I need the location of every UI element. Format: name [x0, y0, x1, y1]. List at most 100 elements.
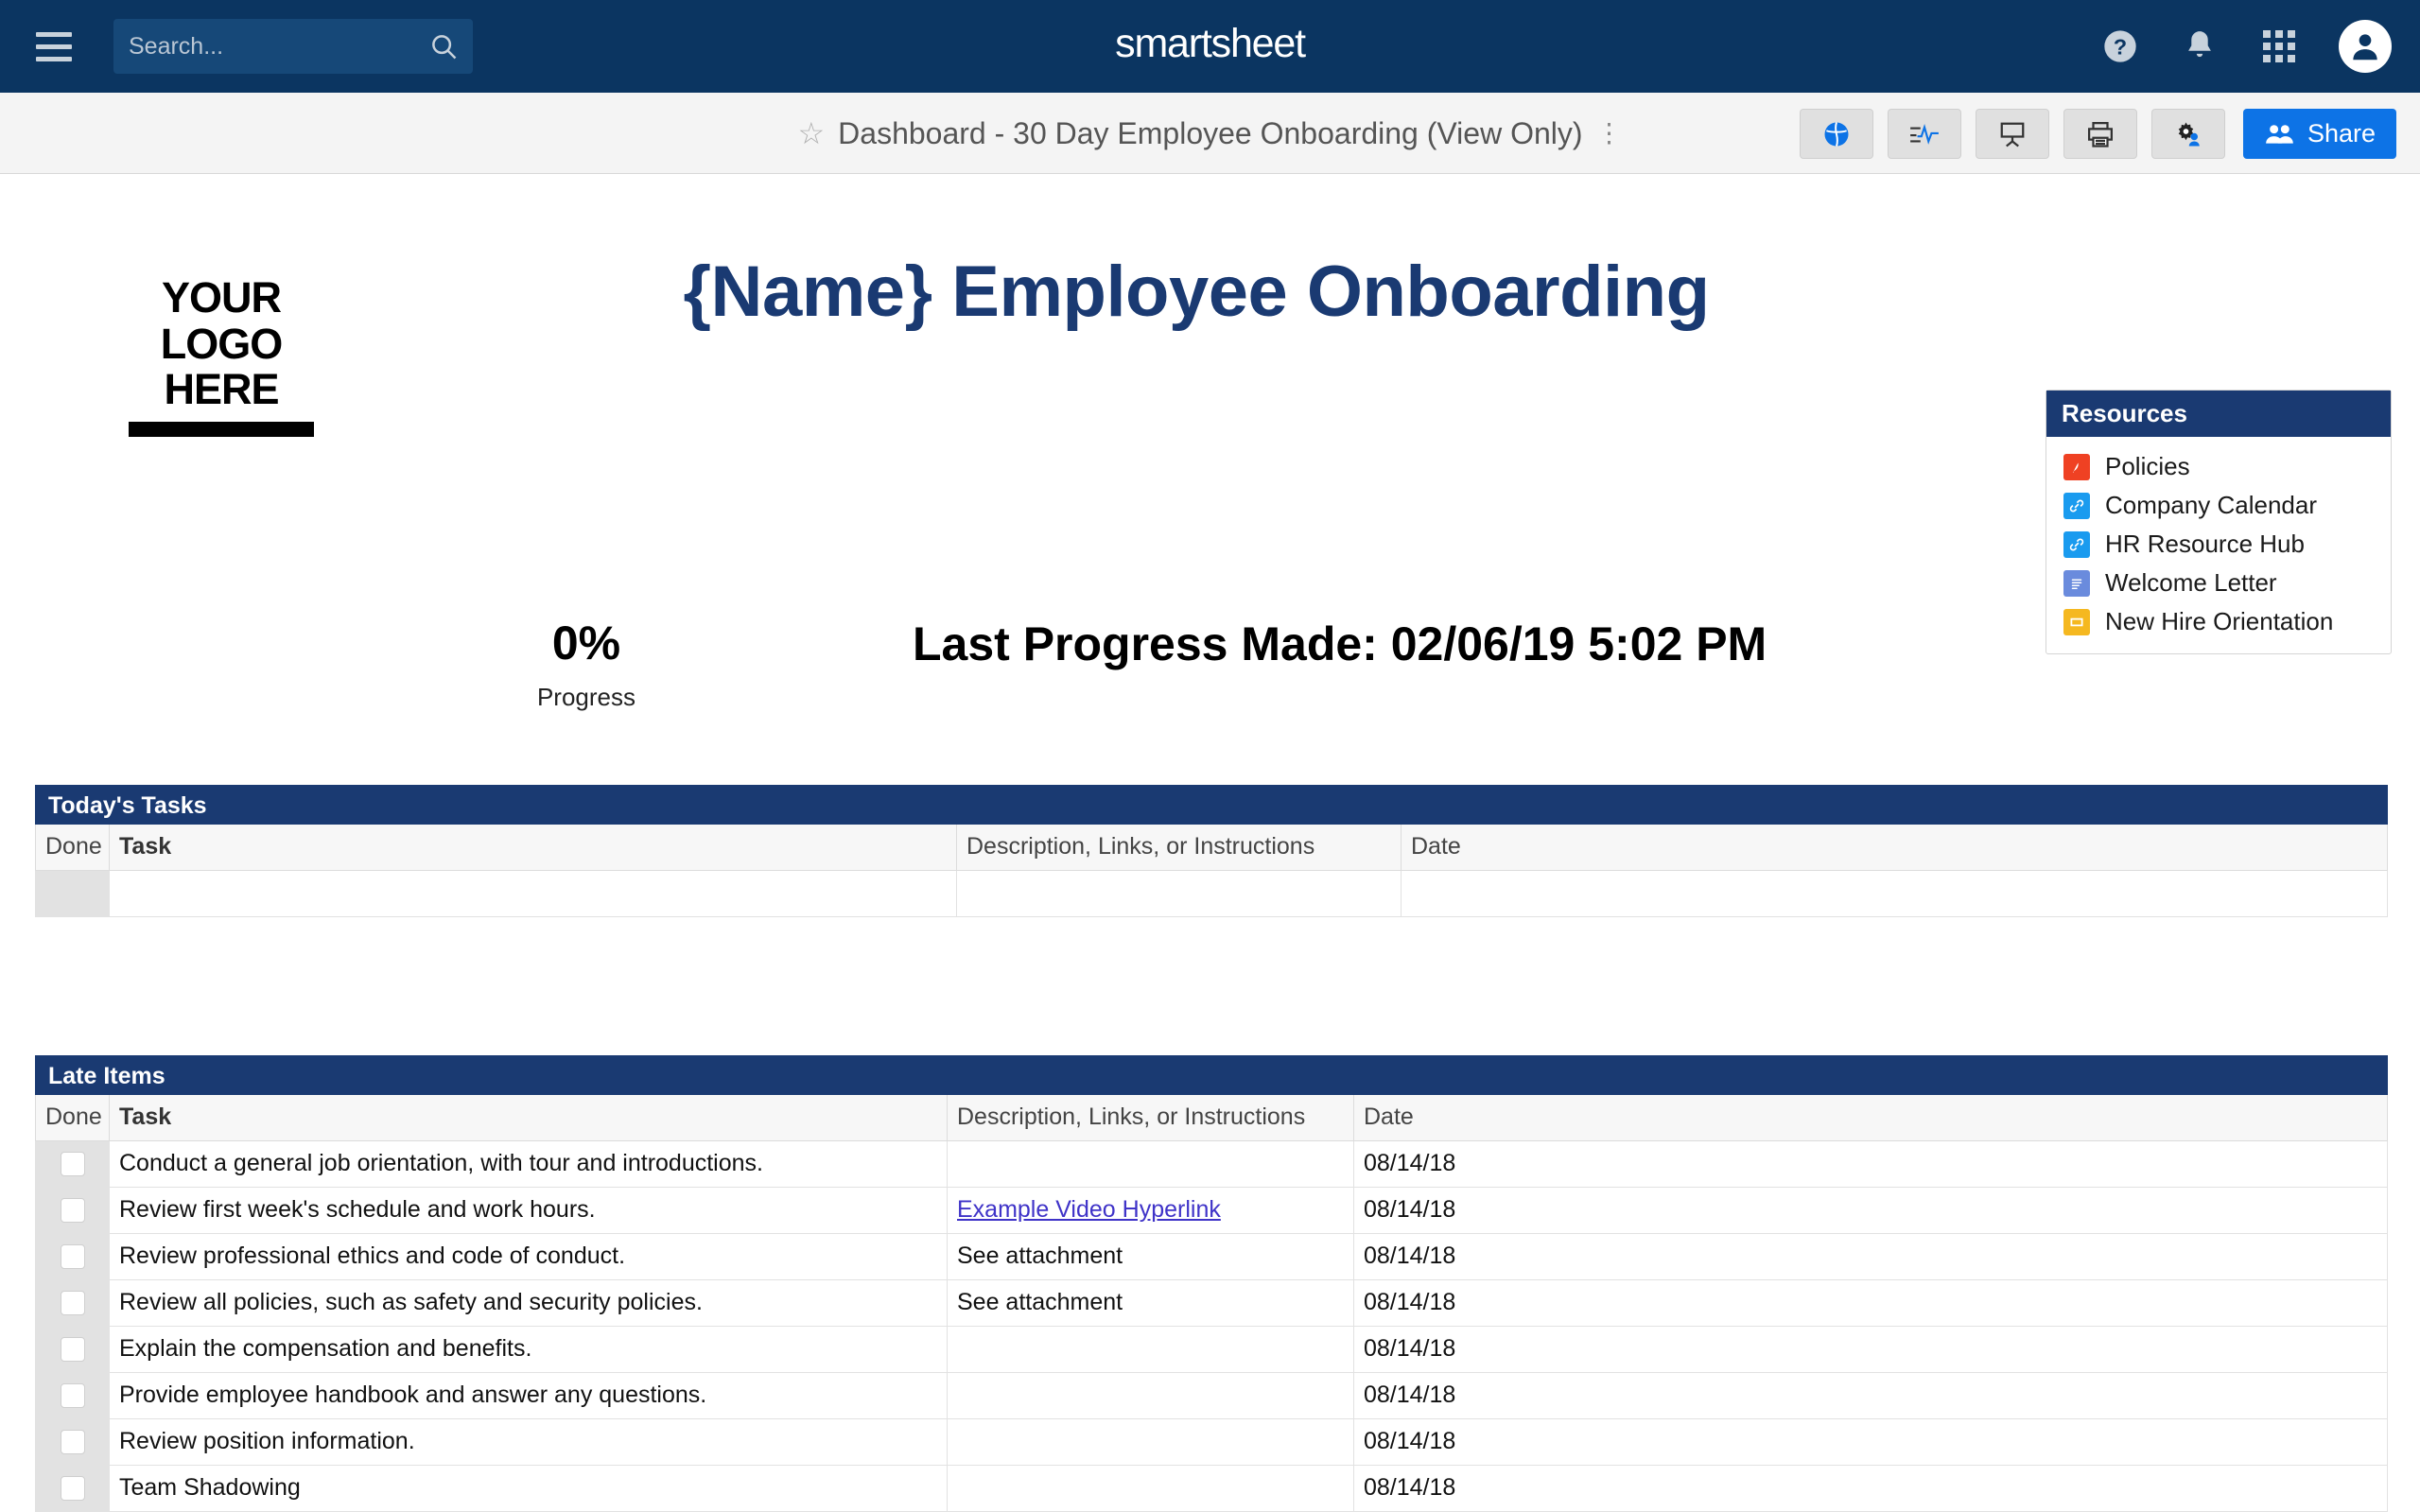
table-header-row: Done Task Description, Links, or Instruc…: [35, 825, 2388, 871]
resource-item-company-calendar[interactable]: Company Calendar: [2046, 486, 2391, 525]
logo-underline: [129, 421, 314, 437]
help-icon[interactable]: ?: [2100, 26, 2140, 66]
late-items-header: Late Items: [35, 1055, 2388, 1095]
publish-globe-icon[interactable]: [1799, 109, 1873, 159]
progress-percent: 0%: [551, 617, 621, 669]
description-cell: See attachment: [947, 1232, 1354, 1280]
date-cell: 08/14/18: [1353, 1186, 2388, 1234]
table-row: Provide employee handbook and answer any…: [35, 1371, 2388, 1419]
resource-item-hr-resource-hub[interactable]: HR Resource Hub: [2046, 525, 2391, 564]
page-title: Dashboard - 30 Day Employee Onboarding (…: [838, 115, 1583, 150]
resources-header: Resources: [2046, 391, 2391, 437]
more-options-icon[interactable]: ⋮: [1595, 118, 1623, 148]
admin-settings-icon[interactable]: [2150, 109, 2225, 159]
column-header-task: Task: [109, 825, 957, 871]
resource-label: Welcome Letter: [2105, 568, 2277, 597]
table-row: Team Shadowing 08/14/18: [35, 1464, 2388, 1512]
user-avatar-icon[interactable]: [2339, 20, 2392, 73]
column-header-date: Date: [1353, 1095, 2388, 1141]
pdf-file-icon: [2063, 453, 2090, 480]
done-cell: [35, 1139, 110, 1188]
done-checkbox[interactable]: [60, 1337, 85, 1363]
done-cell: [35, 1232, 110, 1280]
logo-line-2: LOGO: [160, 319, 284, 368]
done-checkbox[interactable]: [60, 1430, 85, 1455]
task-cell: Explain the compensation and benefits.: [109, 1325, 948, 1373]
description-cell: [947, 1417, 1354, 1466]
done-checkbox[interactable]: [60, 1476, 85, 1502]
late-items-panel: Late Items Done Task Description, Links,…: [35, 1055, 2388, 1512]
done-cell: [35, 1464, 110, 1512]
notifications-bell-icon[interactable]: [2180, 26, 2220, 66]
date-cell: [1401, 869, 2388, 917]
done-checkbox[interactable]: [60, 1291, 85, 1316]
table-row: Review position information. 08/14/18: [35, 1417, 2388, 1466]
table-header-row: Done Task Description, Links, or Instruc…: [35, 1095, 2388, 1141]
task-cell: Review professional ethics and code of c…: [109, 1232, 948, 1280]
task-cell: Review all policies, such as safety and …: [109, 1278, 948, 1327]
table-row: Explain the compensation and benefits. 08…: [35, 1325, 2388, 1373]
share-button[interactable]: Share: [2242, 109, 2396, 159]
todays-tasks-header: Today's Tasks: [35, 785, 2388, 825]
search-icon[interactable]: [429, 32, 458, 61]
logo-line-3: HERE: [164, 365, 279, 414]
presentation-icon[interactable]: [1975, 109, 2049, 159]
favorite-star-icon[interactable]: ☆: [797, 116, 826, 150]
description-cell: [947, 1371, 1354, 1419]
date-cell: 08/14/18: [1353, 1139, 2388, 1188]
date-cell: 08/14/18: [1353, 1325, 2388, 1373]
description-cell: [947, 1325, 1354, 1373]
description-cell: Example Video Hyperlink: [947, 1186, 1354, 1234]
top-navigation-bar: Search... smartsheet ?: [0, 0, 2420, 93]
resource-item-new-hire-orientation[interactable]: New Hire Orientation: [2046, 602, 2391, 641]
todays-tasks-panel: Today's Tasks Done Task Description, Lin…: [35, 785, 2388, 917]
print-icon[interactable]: [2063, 109, 2137, 159]
resource-label: HR Resource Hub: [2105, 530, 2305, 558]
done-checkbox[interactable]: [60, 1152, 85, 1177]
description-cell: [947, 1464, 1354, 1512]
column-header-task: Task: [109, 1095, 948, 1141]
done-cell: [35, 1278, 110, 1327]
date-cell: 08/14/18: [1353, 1464, 2388, 1512]
done-cell: [35, 1417, 110, 1466]
table-row: Review first week's schedule and work ho…: [35, 1186, 2388, 1234]
late-items-table: Done Task Description, Links, or Instruc…: [35, 1095, 2388, 1512]
search-input[interactable]: Search...: [113, 19, 473, 74]
done-cell: [35, 1186, 110, 1234]
apps-grid-icon[interactable]: [2259, 26, 2299, 66]
task-cell: Conduct a general job orientation, with …: [109, 1139, 948, 1188]
search-placeholder: Search...: [129, 32, 224, 60]
resource-item-welcome-letter[interactable]: Welcome Letter: [2046, 564, 2391, 602]
description-cell: See attachment: [947, 1278, 1354, 1327]
date-cell: 08/14/18: [1353, 1371, 2388, 1419]
date-cell: 08/14/18: [1353, 1417, 2388, 1466]
resource-label: New Hire Orientation: [2105, 607, 2334, 635]
activity-log-icon[interactable]: [1887, 109, 1961, 159]
menu-icon[interactable]: [26, 19, 81, 74]
table-row: [35, 869, 2388, 917]
last-progress-made: Last Progress Made: 02/06/19 5:02 PM: [913, 617, 1767, 670]
done-cell: [35, 1325, 110, 1373]
logo-line-1: YOUR: [161, 273, 282, 322]
dashboard-title-group: ☆ Dashboard - 30 Day Employee Onboarding…: [0, 93, 2420, 174]
task-cell: Review position information.: [109, 1417, 948, 1466]
done-cell: [35, 1371, 110, 1419]
done-checkbox[interactable]: [60, 1244, 85, 1270]
toolbar-actions: Share: [1799, 109, 2396, 159]
dashboard-heading: {Name} Employee Onboarding: [683, 252, 1710, 332]
company-logo-placeholder: YOUR LOGO HERE: [129, 273, 314, 437]
column-header-done: Done: [35, 825, 110, 871]
progress-label: Progress: [536, 683, 636, 711]
task-cell: Provide employee handbook and answer any…: [109, 1371, 948, 1419]
description-hyperlink[interactable]: Example Video Hyperlink: [957, 1196, 1221, 1223]
done-checkbox[interactable]: [60, 1198, 85, 1224]
done-checkbox[interactable]: [60, 1383, 85, 1409]
svg-text:?: ?: [2114, 34, 2127, 59]
resource-label: Company Calendar: [2105, 491, 2318, 519]
resources-list: Policies Company Calendar: [2046, 437, 2391, 653]
resource-item-policies[interactable]: Policies: [2046, 447, 2391, 486]
share-people-icon: [2266, 124, 2293, 144]
todays-tasks-table: Done Task Description, Links, or Instruc…: [35, 825, 2388, 917]
column-header-done: Done: [35, 1095, 110, 1141]
share-label: Share: [2307, 119, 2376, 148]
